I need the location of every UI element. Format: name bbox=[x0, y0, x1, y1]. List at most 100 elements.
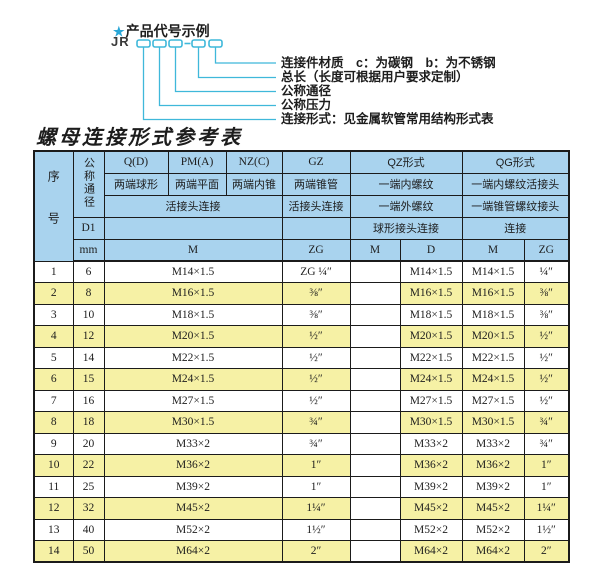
cell-dn: 15 bbox=[72, 368, 105, 391]
cell-zg: 2″ bbox=[281, 540, 351, 563]
cell-seq: 14 bbox=[33, 540, 74, 563]
cell-qg-m: M36×2 bbox=[461, 454, 525, 477]
cell-qg-zg: 1¼″ bbox=[523, 497, 570, 520]
cell-dn: 50 bbox=[72, 540, 105, 563]
cell-qz-m bbox=[349, 346, 401, 369]
form-PMA: PM(A) bbox=[167, 150, 227, 174]
cell-seq: 13 bbox=[33, 518, 74, 541]
cell-qg-zg: 1″ bbox=[523, 475, 570, 498]
cell-m: M20×1.5 bbox=[103, 325, 283, 348]
conn-external-thread: 一端外螺纹 bbox=[349, 194, 463, 218]
cell-dn: 6 bbox=[72, 260, 105, 283]
table-row: 10 22 M36×2 1″ M36×2 M36×2 1″ bbox=[33, 454, 570, 477]
column-header-seq-label: 序号 bbox=[46, 169, 61, 254]
ends-PMA: 两端平面 bbox=[167, 172, 227, 196]
unit-QZ-D: D bbox=[399, 238, 463, 262]
cell-m: M14×1.5 bbox=[103, 260, 283, 283]
nut-connection-reference-table: 序号 公称通径 Q(D) PM(A) NZ(C) GZ QZ形式 QG形式 两端… bbox=[33, 150, 570, 563]
cell-seq: 5 bbox=[33, 346, 74, 369]
cell-qg-m: M27×1.5 bbox=[461, 389, 525, 412]
unit-ZG: ZG bbox=[281, 238, 351, 262]
conn-ball-joint: 球形接头连接 bbox=[349, 216, 463, 240]
cell-qz-m bbox=[349, 325, 401, 348]
cell-qg-m: M18×1.5 bbox=[461, 303, 525, 326]
form-QD: Q(D) bbox=[103, 150, 169, 174]
conn-union: 活接头连接 bbox=[103, 194, 283, 218]
diagram-title: 产品代号示例 bbox=[125, 23, 210, 39]
cell-m: M64×2 bbox=[103, 540, 283, 563]
cell-seq: 2 bbox=[33, 282, 74, 305]
cell-seq: 8 bbox=[33, 411, 74, 434]
cell-zg: 1½″ bbox=[281, 518, 351, 541]
cell-qg-zg: ½″ bbox=[523, 368, 570, 391]
cell-qz-d: M27×1.5 bbox=[399, 389, 463, 412]
callout-material: 连接件材质 c：为碳钢 b：为不锈钢 bbox=[281, 56, 496, 70]
ends-NZC: 两端内锥 bbox=[225, 172, 283, 196]
cell-qg-zg: ½″ bbox=[523, 389, 570, 412]
unit-QG-M: M bbox=[461, 238, 525, 262]
cell-zg: ¾″ bbox=[281, 411, 351, 434]
header-row-units: mm M ZG M D M ZG bbox=[34, 238, 570, 262]
cell-qz-d: M18×1.5 bbox=[399, 303, 463, 326]
cell-qz-d: M39×2 bbox=[399, 475, 463, 498]
conn-taper-thread: 一端锥管螺纹接头 bbox=[461, 194, 570, 218]
cell-seq: 11 bbox=[33, 475, 74, 498]
header-row-forms: 序号 公称通径 Q(D) PM(A) NZ(C) GZ QZ形式 QG形式 bbox=[33, 150, 570, 262]
cell-qg-zg: ½″ bbox=[523, 325, 570, 348]
cell-m: M45×2 bbox=[103, 497, 283, 520]
cell-seq: 1 bbox=[33, 260, 74, 283]
table-row: 3 10 M18×1.5 ⅜″ M18×1.5 M18×1.5 ⅜″ bbox=[33, 303, 570, 326]
cell-qz-m bbox=[349, 282, 401, 305]
table-row: 7 16 M27×1.5 ½″ M27×1.5 M27×1.5 ½″ bbox=[33, 389, 570, 412]
column-header-d1: D1 bbox=[72, 216, 105, 240]
table-row: 14 50 M64×2 2″ M64×2 M64×2 2″ bbox=[33, 540, 570, 563]
cell-dn: 8 bbox=[72, 282, 105, 305]
ends-QG: 一端内螺纹活接头 bbox=[461, 172, 570, 196]
conn-union-gz: 活接头连接 bbox=[281, 194, 351, 218]
cell-m: M18×1.5 bbox=[103, 303, 283, 326]
code-box-icons bbox=[136, 39, 223, 48]
cell-dn: 32 bbox=[72, 497, 105, 520]
star-icon: ★ bbox=[113, 24, 125, 39]
empty-cell bbox=[281, 216, 351, 240]
cell-dn: 16 bbox=[72, 389, 105, 412]
cell-qz-m bbox=[349, 389, 401, 412]
cell-qg-zg: ¼″ bbox=[523, 260, 570, 283]
table-row: 9 20 M33×2 ¾″ M33×2 M33×2 ¾″ bbox=[33, 432, 570, 455]
cell-dn: 12 bbox=[72, 325, 105, 348]
cell-qg-zg: 2″ bbox=[523, 540, 570, 563]
cell-dn: 10 bbox=[72, 303, 105, 326]
column-header-dn: 公称通径 bbox=[72, 150, 105, 218]
cell-qz-d: M52×2 bbox=[399, 518, 463, 541]
cell-m: M27×1.5 bbox=[103, 389, 283, 412]
cell-qz-m bbox=[349, 411, 401, 434]
cell-zg: ½″ bbox=[281, 368, 351, 391]
cell-zg: 1¼″ bbox=[281, 497, 351, 520]
conn-connect: 连接 bbox=[461, 216, 570, 240]
header-row-connection: 活接头连接 活接头连接 一端外螺纹 一端锥管螺纹接头 bbox=[34, 194, 570, 218]
table-row: 12 32 M45×2 1¼″ M45×2 M45×2 1¼″ bbox=[33, 497, 570, 520]
cell-qz-d: M36×2 bbox=[399, 454, 463, 477]
cell-qz-m bbox=[349, 368, 401, 391]
table-row: 11 25 M39×2 1″ M39×2 M39×2 1″ bbox=[33, 475, 570, 498]
cell-dn: 22 bbox=[72, 454, 105, 477]
cell-m: M22×1.5 bbox=[103, 346, 283, 369]
cell-m: M39×2 bbox=[103, 475, 283, 498]
cell-qg-m: M52×2 bbox=[461, 518, 525, 541]
table-row: 13 40 M52×2 1½″ M52×2 M52×2 1½″ bbox=[33, 518, 570, 541]
cell-seq: 7 bbox=[33, 389, 74, 412]
unit-QZ-M: M bbox=[349, 238, 401, 262]
cell-qz-m bbox=[349, 303, 401, 326]
cell-qg-m: M24×1.5 bbox=[461, 368, 525, 391]
cell-dn: 20 bbox=[72, 432, 105, 455]
cell-qg-m: M20×1.5 bbox=[461, 325, 525, 348]
callout-connection-form: 连接形式：见金属软管常用结构形式表 bbox=[281, 112, 494, 126]
form-QZ: QZ形式 bbox=[349, 150, 463, 174]
cell-qz-d: M64×2 bbox=[399, 540, 463, 563]
cell-zg: ¾″ bbox=[281, 432, 351, 455]
cell-qg-m: M14×1.5 bbox=[461, 260, 525, 283]
ends-GZ: 两端锥管 bbox=[281, 172, 351, 196]
form-QG: QG形式 bbox=[461, 150, 570, 174]
cell-qz-d: M30×1.5 bbox=[399, 411, 463, 434]
cell-qz-d: M22×1.5 bbox=[399, 346, 463, 369]
